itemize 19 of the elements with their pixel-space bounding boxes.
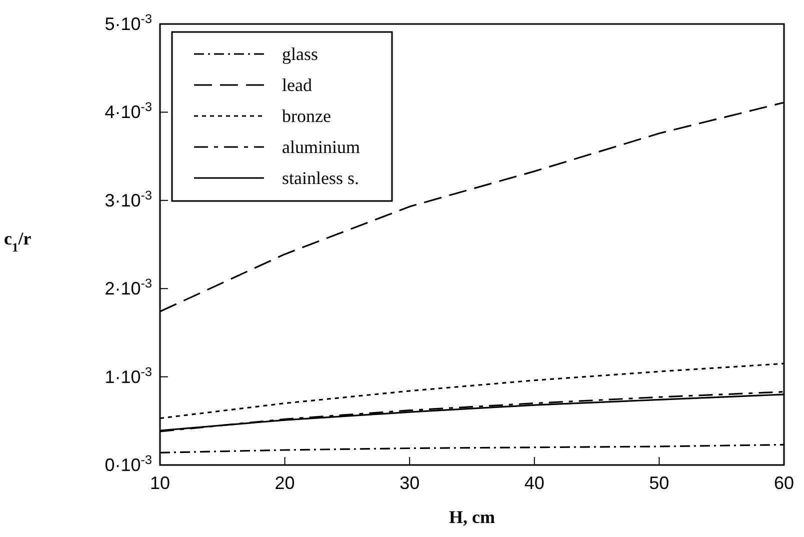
legend-label: bronze xyxy=(282,106,331,126)
legend-label: lead xyxy=(282,75,312,95)
legend-label: stainless s. xyxy=(282,168,360,188)
x-tick-label: 60 xyxy=(774,473,794,493)
y-axis-title: c$_{1}$/r xyxy=(4,228,32,254)
x-tick-label: 30 xyxy=(400,473,420,493)
x-axis-title: H, cm xyxy=(449,507,495,527)
x-tick-label: 10 xyxy=(150,473,170,493)
legend-label: glass xyxy=(282,44,318,64)
x-tick-label: 20 xyxy=(274,473,295,493)
legend-label: aluminium xyxy=(282,137,360,157)
y-tick-label: 0·10$^{-3}$ xyxy=(104,453,152,475)
x-tick-label: 50 xyxy=(649,473,670,493)
y-tick-label: 4·10$^{-3}$ xyxy=(104,100,152,122)
y-tick-label: 2·10$^{-3}$ xyxy=(104,276,152,299)
x-tick-label: 40 xyxy=(524,473,544,493)
y-tick-label: 1·10$^{-3}$ xyxy=(104,364,152,387)
y-tick-label: 3·10$^{-3}$ xyxy=(104,188,152,210)
y-tick-label: 5·10$^{-3}$ xyxy=(104,12,152,34)
